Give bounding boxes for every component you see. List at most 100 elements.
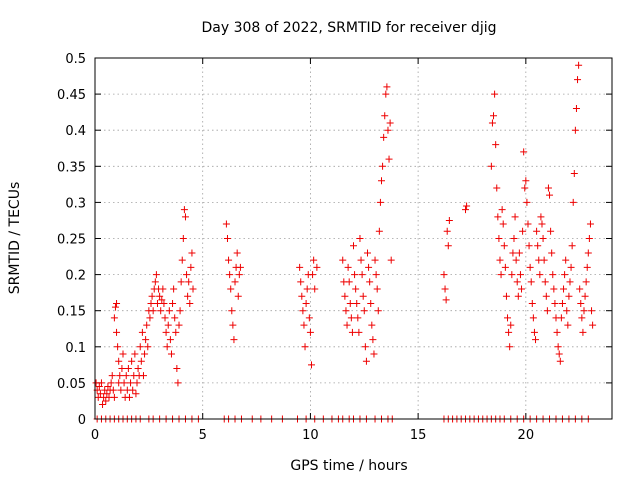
data-point <box>580 307 588 315</box>
data-point <box>306 328 314 336</box>
data-point <box>144 343 152 351</box>
data-point <box>387 256 395 264</box>
data-point <box>161 314 169 322</box>
data-point <box>117 386 125 394</box>
data-point <box>567 263 575 271</box>
data-point <box>505 328 513 336</box>
data-point <box>297 278 305 286</box>
data-point <box>444 242 452 250</box>
data-point <box>311 285 319 293</box>
data-point <box>228 307 236 315</box>
data-point <box>553 328 561 336</box>
data-point <box>173 364 181 372</box>
data-point <box>574 76 582 84</box>
data-point <box>583 263 591 271</box>
data-point <box>102 397 110 405</box>
data-point <box>548 249 556 257</box>
data-point <box>348 328 356 336</box>
data-point <box>382 90 390 98</box>
data-point <box>500 242 508 250</box>
data-point <box>506 343 514 351</box>
data-point <box>227 285 235 293</box>
data-point <box>301 343 309 351</box>
data-point <box>131 350 139 358</box>
data-point <box>181 213 189 221</box>
data-point <box>381 112 389 120</box>
data-point <box>378 177 386 185</box>
data-point <box>176 307 184 315</box>
data-point <box>528 299 536 307</box>
data-point <box>124 364 132 372</box>
data-point <box>143 321 151 329</box>
data-point <box>549 271 557 279</box>
data-point <box>159 285 167 293</box>
y-tick-label: 0.05 <box>57 377 86 392</box>
data-point <box>526 263 534 271</box>
data-point <box>162 328 170 336</box>
data-point <box>565 292 573 300</box>
data-point <box>360 307 368 315</box>
data-point <box>346 299 354 307</box>
data-point <box>141 350 149 358</box>
data-point <box>366 278 374 286</box>
data-point <box>521 184 529 192</box>
data-point <box>299 307 307 315</box>
y-axis-label: SRMTID / TECUs <box>7 182 23 295</box>
data-point <box>133 379 141 387</box>
data-point <box>516 271 524 279</box>
data-point <box>495 235 503 242</box>
data-point <box>344 263 352 271</box>
data-point <box>570 170 578 178</box>
data-point <box>110 393 118 401</box>
data-point <box>462 206 470 214</box>
data-point <box>343 321 351 329</box>
data-point <box>307 361 315 369</box>
data-point <box>371 256 379 264</box>
data-point <box>529 314 537 322</box>
data-point <box>225 256 233 264</box>
data-point <box>104 383 112 391</box>
data-point <box>300 321 308 329</box>
data-point <box>149 307 157 315</box>
data-point <box>151 278 159 286</box>
y-tick-label: 0.3 <box>65 196 86 211</box>
y-tick-label: 0.5 <box>65 52 86 67</box>
data-point <box>376 198 384 206</box>
data-point <box>364 249 372 257</box>
data-point <box>362 357 370 365</box>
data-point <box>557 314 565 322</box>
data-point <box>581 292 589 300</box>
data-point <box>310 256 318 264</box>
data-point <box>134 364 142 372</box>
data-point <box>487 162 495 170</box>
data-point <box>347 314 355 322</box>
data-point <box>588 307 596 315</box>
data-point <box>514 292 522 300</box>
data-point <box>114 343 122 351</box>
y-tick-label: 0.45 <box>57 88 86 103</box>
data-point <box>236 263 244 271</box>
data-point <box>496 256 504 264</box>
data-point <box>577 299 585 307</box>
data-point <box>132 390 140 398</box>
data-point <box>525 242 533 250</box>
data-point <box>113 299 121 307</box>
y-tick-label: 0.4 <box>65 124 86 139</box>
data-point <box>153 299 161 307</box>
data-point <box>564 321 572 329</box>
y-tick-label: 0.25 <box>57 233 86 248</box>
data-point <box>524 220 532 228</box>
data-point <box>178 256 186 264</box>
data-point <box>578 314 586 322</box>
data-point <box>558 299 566 307</box>
data-point <box>156 292 164 300</box>
data-point <box>571 126 579 134</box>
data-point <box>379 162 387 170</box>
data-point <box>515 249 523 257</box>
data-point <box>539 235 547 242</box>
data-point <box>494 213 502 221</box>
data-point <box>537 213 545 221</box>
data-point <box>386 119 394 127</box>
data-point <box>129 386 137 394</box>
data-point <box>463 202 471 210</box>
